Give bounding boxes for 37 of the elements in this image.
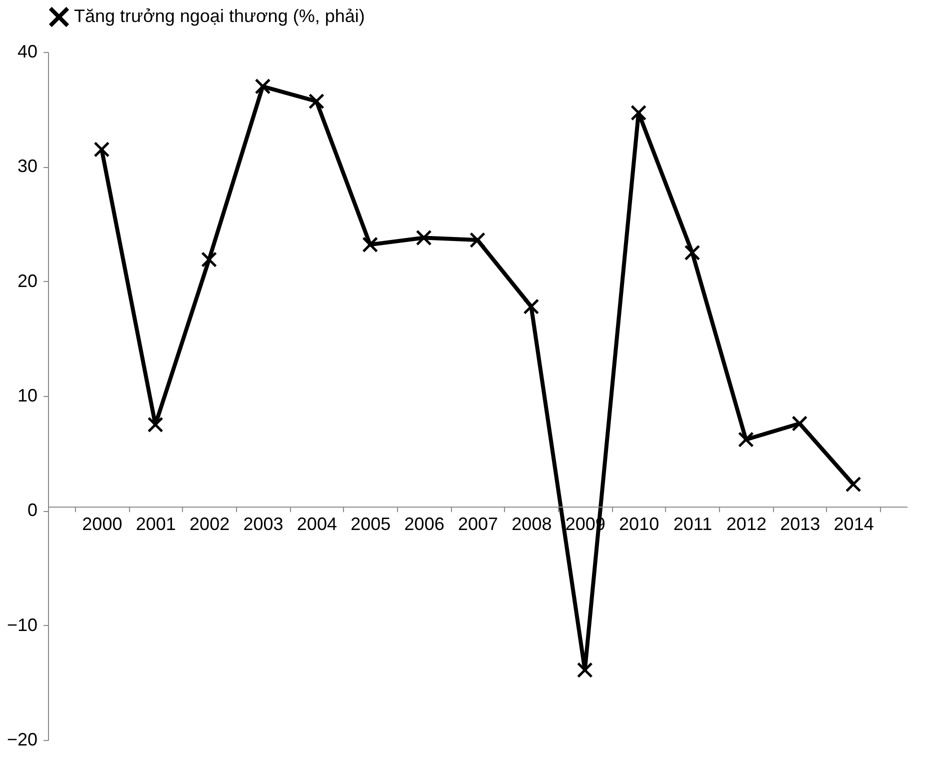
legend-label: Tăng trưởng ngoại thương (%, phải) (74, 6, 365, 26)
x-tick-label: 2003 (243, 514, 284, 534)
point (684, 244, 700, 261)
x-tick-label: 2011 (673, 514, 712, 534)
point (94, 142, 110, 158)
x-tick-label: 2014 (834, 514, 874, 534)
y-tick-label: 10 (17, 386, 38, 406)
x-tick-label: 2013 (780, 514, 820, 534)
x-tick-label: 2006 (404, 514, 444, 534)
x-tick-label: 2002 (190, 514, 230, 534)
x-tick-label: 2010 (619, 514, 660, 534)
x-tick-label: 2008 (512, 514, 552, 534)
point (523, 298, 540, 315)
point (470, 232, 486, 248)
point (308, 93, 324, 110)
x-tick-label: 2004 (296, 514, 337, 534)
x-tick-label: 2000 (82, 514, 122, 534)
y-tick-label: 20 (17, 270, 38, 291)
x-tick-label: 2005 (350, 514, 391, 534)
point (630, 104, 647, 121)
y-tick-label: 30 (17, 156, 38, 176)
point (254, 78, 271, 94)
point (362, 236, 378, 253)
point (845, 476, 862, 492)
y-tick-label: 40 (17, 42, 38, 62)
x-tick-label: 2012 (726, 514, 766, 534)
point (738, 432, 754, 448)
point (576, 662, 593, 678)
y-tick-label: 0 (27, 500, 38, 520)
y-tick-label: −10 (6, 614, 38, 635)
point (147, 416, 164, 433)
point (792, 416, 808, 432)
y-tick-label: −20 (6, 730, 38, 750)
point (201, 252, 218, 268)
x-tick-label: 2001 (136, 514, 176, 534)
x-tick-label: 2007 (458, 514, 498, 534)
point (416, 230, 432, 246)
